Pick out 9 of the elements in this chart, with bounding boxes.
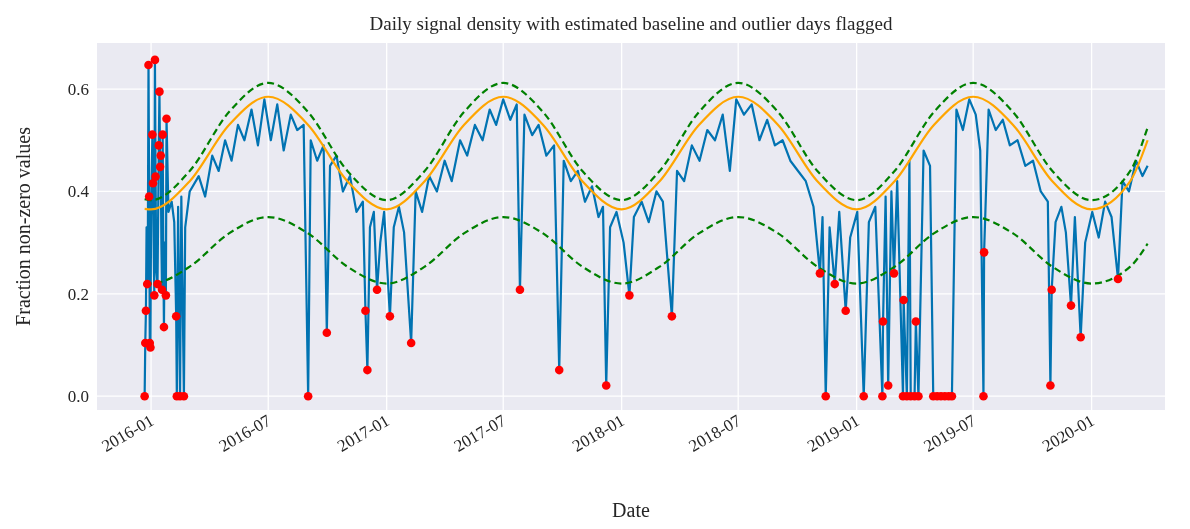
line-series <box>143 81 1149 202</box>
y-tick-label: 0.2 <box>67 284 89 304</box>
line-series <box>143 95 1149 211</box>
y-tick-label: 0.4 <box>67 182 90 202</box>
y-tick-label: 0.0 <box>67 387 89 407</box>
x-axis-title: Date <box>612 499 650 521</box>
y-axis-title: Fraction non-zero values <box>12 126 34 326</box>
y-tick-label: 0.6 <box>67 80 89 100</box>
chart-title: Daily signal density with estimated baseline and outlier days flagged <box>369 13 893 34</box>
